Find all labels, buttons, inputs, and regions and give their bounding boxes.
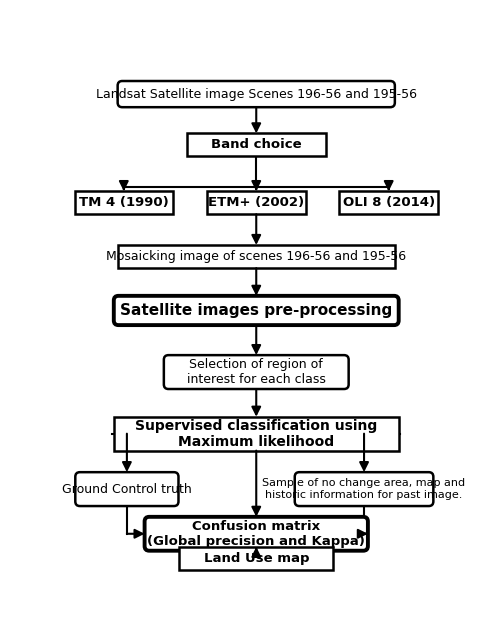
Text: Sample of no change area, map and
historic information for past image.: Sample of no change area, map and histor… bbox=[262, 478, 466, 500]
Text: Band choice: Band choice bbox=[211, 138, 302, 151]
FancyBboxPatch shape bbox=[114, 296, 399, 325]
Text: Satellite images pre-processing: Satellite images pre-processing bbox=[120, 303, 392, 318]
Bar bbox=[179, 547, 333, 570]
FancyBboxPatch shape bbox=[164, 355, 348, 389]
Text: ETM+ (2002): ETM+ (2002) bbox=[208, 196, 304, 209]
Text: Landsat Satellite image Scenes 196-56 and 195-56: Landsat Satellite image Scenes 196-56 an… bbox=[96, 87, 417, 100]
Bar bbox=[118, 245, 395, 268]
Text: Supervised classification using
Maximum likelihood: Supervised classification using Maximum … bbox=[135, 419, 378, 449]
Text: Confusion matrix
(Global precision and Kappa): Confusion matrix (Global precision and K… bbox=[148, 520, 365, 548]
Text: TM 4 (1990): TM 4 (1990) bbox=[79, 196, 168, 209]
Bar bbox=[74, 191, 173, 214]
FancyBboxPatch shape bbox=[144, 517, 368, 550]
Bar bbox=[187, 133, 326, 156]
Text: OLI 8 (2014): OLI 8 (2014) bbox=[342, 196, 435, 209]
Bar bbox=[114, 417, 399, 451]
Text: Ground Control truth: Ground Control truth bbox=[62, 483, 192, 496]
Bar bbox=[340, 191, 438, 214]
Bar bbox=[207, 191, 306, 214]
Text: Mosaicking image of scenes 196-56 and 195-56: Mosaicking image of scenes 196-56 and 19… bbox=[106, 250, 406, 263]
FancyBboxPatch shape bbox=[118, 81, 395, 107]
Text: Selection of region of
interest for each class: Selection of region of interest for each… bbox=[187, 358, 326, 386]
Text: Land Use map: Land Use map bbox=[204, 552, 309, 565]
FancyBboxPatch shape bbox=[76, 472, 178, 506]
FancyBboxPatch shape bbox=[295, 472, 434, 506]
